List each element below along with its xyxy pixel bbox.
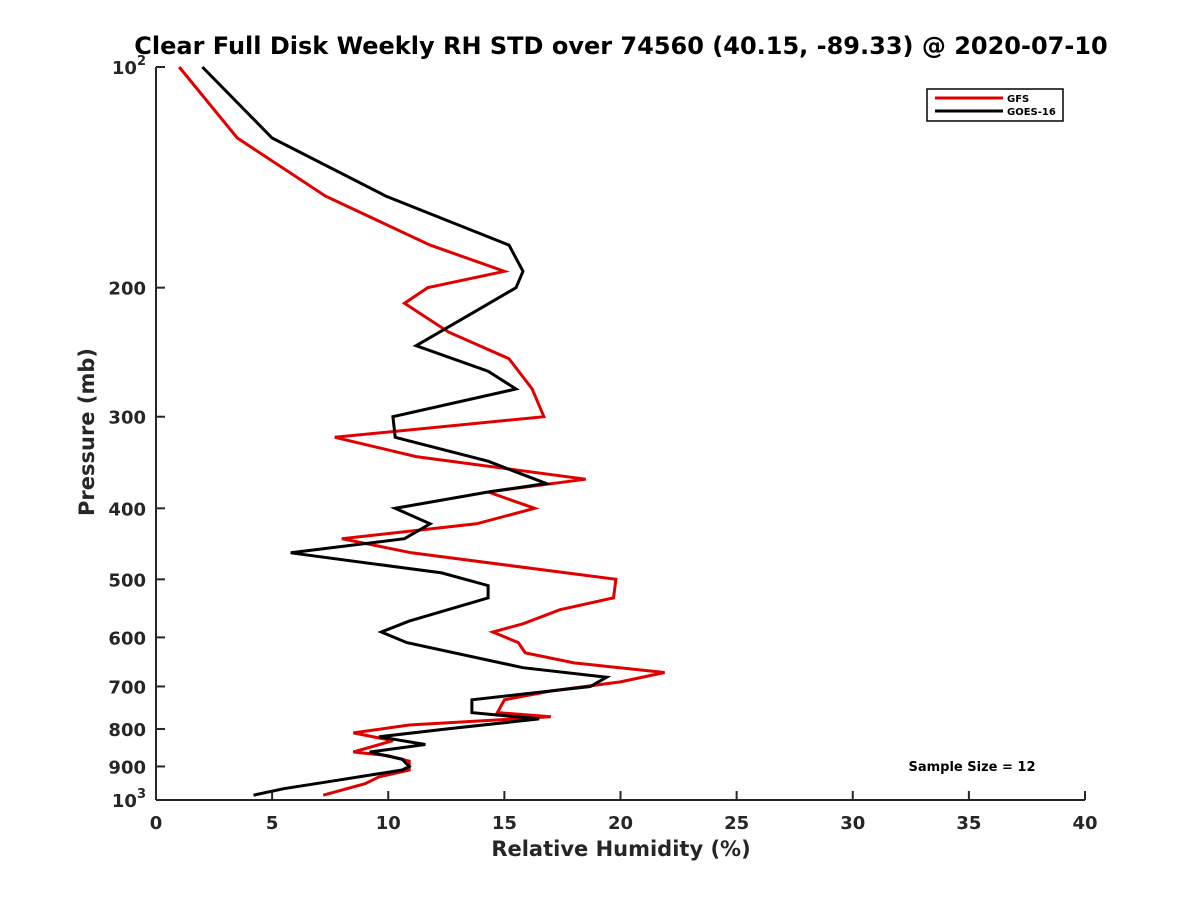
y-tick-label: 800 <box>108 720 146 741</box>
x-tick-label: 35 <box>956 813 981 834</box>
legend-label: GOES-16 <box>1007 107 1056 118</box>
x-tick-label: 15 <box>492 813 517 834</box>
x-tick-label: 40 <box>1072 813 1097 834</box>
axes-layer: 0 5 10 15 20 25 30 35 40 102 200 300 400 500 600 700 800… <box>108 54 1097 834</box>
x-tick-label: 25 <box>724 813 749 834</box>
x-tick-label: 10 <box>376 813 401 834</box>
y-tick-label: 103 <box>112 787 146 812</box>
sample-size-annotation: Sample Size = 12 <box>908 760 1035 775</box>
y-tick-label: 300 <box>108 408 146 429</box>
series-layer <box>178 65 665 797</box>
legend-box <box>926 88 1064 122</box>
y-axis-label: Pressure (mb) <box>75 348 99 516</box>
series-line-goes-16 <box>201 65 612 797</box>
legend-label: GFS <box>1007 94 1029 105</box>
y-tick-label: 700 <box>108 677 146 698</box>
x-tick-label: 0 <box>150 813 163 834</box>
y-tick-label: 900 <box>108 757 146 778</box>
y-tick-label: 102 <box>112 54 146 79</box>
x-tick-label: 20 <box>608 813 633 834</box>
y-tick-label: 400 <box>108 499 146 520</box>
y-tick-label: 600 <box>108 628 146 649</box>
x-axis-label: Relative Humidity (%) <box>491 837 750 861</box>
y-tick-label: 200 <box>108 279 146 300</box>
legend: GFS GOES-16 <box>926 88 1064 122</box>
chart-title: Clear Full Disk Weekly RH STD over 74560… <box>134 32 1107 60</box>
series-line-gfs <box>178 66 665 797</box>
x-tick-label: 30 <box>840 813 865 834</box>
y-tick-label: 500 <box>108 570 146 591</box>
x-tick-label: 5 <box>266 813 279 834</box>
plot-area: 0 5 10 15 20 25 30 35 40 102 200 300 400 500 600 700 800… <box>108 54 1097 834</box>
